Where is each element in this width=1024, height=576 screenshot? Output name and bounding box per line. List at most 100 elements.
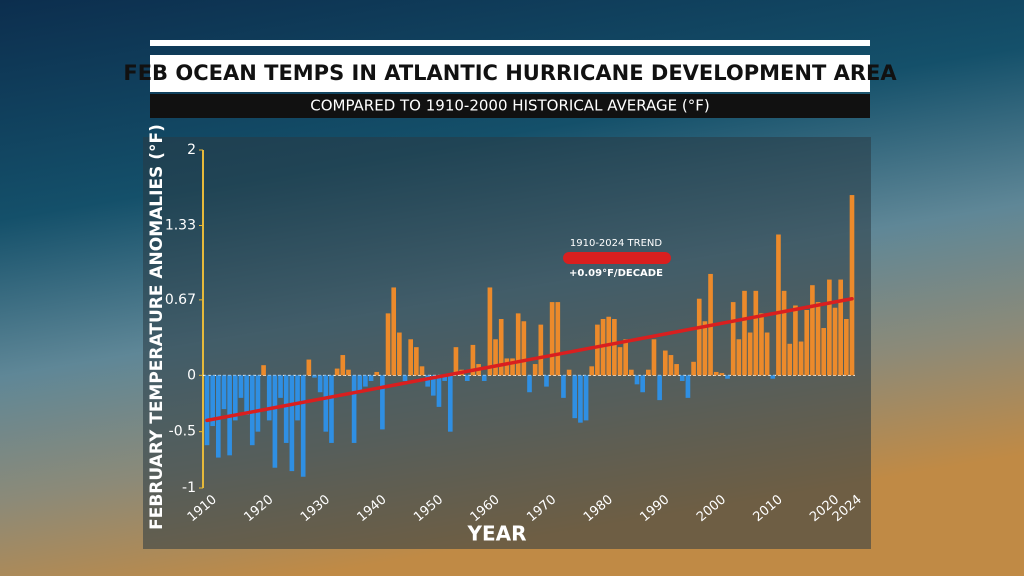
bar [221, 375, 227, 410]
bar [498, 319, 504, 376]
bar [589, 366, 595, 376]
y-tick-label: 0 [187, 367, 196, 383]
bar [414, 347, 419, 376]
bar [430, 375, 436, 396]
bar [312, 375, 317, 378]
bar [623, 339, 629, 376]
y-tick-label: -0.5 [169, 424, 196, 440]
bar [544, 375, 549, 387]
bar [363, 375, 368, 387]
bar [640, 375, 645, 393]
bar [521, 321, 527, 376]
bar [374, 371, 380, 376]
subtitle-box [150, 94, 870, 118]
bar [719, 373, 725, 376]
bar [561, 375, 566, 398]
bar [215, 375, 221, 458]
bar [832, 307, 838, 376]
bar [300, 375, 306, 477]
bar [436, 375, 442, 407]
bar [764, 332, 770, 376]
bar [725, 375, 730, 379]
bar [210, 375, 215, 427]
bar [532, 364, 538, 376]
bar [504, 358, 510, 376]
title-rule [150, 40, 870, 46]
bar [464, 375, 470, 381]
bar [357, 375, 363, 393]
bar [685, 375, 691, 398]
chart-title: FEB OCEAN TEMPS IN ATLANTIC HURRICANE DE… [123, 61, 897, 85]
bar [827, 279, 832, 376]
bar [510, 358, 515, 376]
bar [244, 375, 249, 415]
bar [340, 355, 346, 376]
y-tick-label: 2 [187, 142, 196, 158]
bar [289, 375, 295, 472]
bar [555, 302, 561, 376]
bar [781, 290, 787, 376]
bar [753, 290, 759, 376]
bar [787, 343, 793, 376]
bar [481, 375, 487, 381]
y-tick-label: -1 [182, 480, 196, 496]
bar [668, 355, 674, 376]
bar [351, 375, 357, 443]
bar [261, 365, 266, 376]
bar [634, 375, 640, 385]
bar [578, 375, 583, 423]
bar [391, 287, 397, 376]
trend-legend-rate: +0.09°F/DECADE [569, 268, 663, 279]
bar [810, 285, 815, 376]
bar [747, 332, 753, 376]
bar [402, 375, 408, 381]
bar [538, 324, 544, 376]
bar [295, 375, 300, 421]
bar [278, 375, 283, 398]
bar [696, 298, 702, 376]
bar [736, 339, 742, 376]
bar [419, 366, 425, 376]
bar [804, 309, 810, 376]
trend-line [205, 296, 854, 423]
bar [380, 375, 385, 430]
bar [447, 375, 453, 432]
bar [317, 375, 323, 393]
bar [487, 287, 493, 376]
bar [470, 344, 476, 376]
trend-legend-swatch [563, 252, 671, 264]
bar [849, 195, 855, 376]
bar [815, 302, 821, 376]
bar [493, 339, 498, 376]
bar [272, 375, 278, 468]
bar [368, 375, 374, 381]
bar [425, 375, 430, 387]
bar [549, 302, 555, 376]
bar [674, 364, 679, 376]
bar [266, 375, 272, 421]
bar [838, 279, 844, 376]
bar [798, 341, 804, 376]
bar [651, 339, 657, 376]
bar [329, 375, 334, 443]
bar [204, 375, 210, 446]
bar [385, 313, 391, 376]
bar [759, 313, 764, 376]
bar [232, 375, 238, 421]
trend-legend-label: 1910-2024 TREND [570, 238, 663, 249]
bar [572, 375, 578, 419]
bar [583, 375, 589, 421]
y-tick-label: 1.33 [165, 217, 196, 233]
bar [657, 375, 662, 401]
bar [283, 375, 289, 443]
bar [645, 369, 651, 376]
bar [323, 375, 329, 432]
bar [662, 350, 668, 376]
bar [702, 321, 708, 376]
bar [793, 305, 798, 376]
bar [713, 371, 719, 376]
bar [679, 375, 685, 381]
bar [334, 368, 340, 376]
bar [742, 290, 747, 376]
